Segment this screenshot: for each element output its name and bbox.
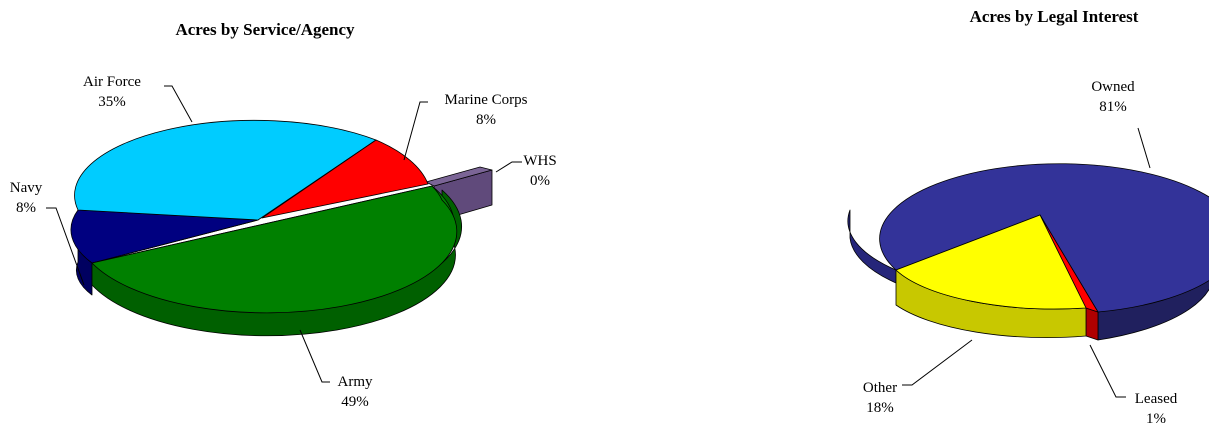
leader-air-force [164,85,193,123]
leader-navy [46,207,85,286]
leader-owned [1137,127,1151,169]
slice-label-navy: Navy [10,180,43,196]
pie-slice-army [91,185,462,337]
slice-label-whs: WHS [523,153,556,169]
slice-value-air-force: 35% [98,94,126,110]
leader-other [902,339,973,386]
slice-label-leased: Leased [1135,391,1178,407]
chart-title-legal: Acres by Legal Interest [970,7,1139,26]
pie-slice-air-force [74,119,377,221]
leader-leased [1089,344,1126,398]
pie-slice-owned [847,163,1209,341]
pie-legal-interest: Owned 81% Other 18% Leased 1% [847,79,1209,427]
slice-value-marine-corps: 8% [476,112,496,128]
slice-label-marine-corps: Marine Corps [445,92,528,108]
leader-army [299,329,330,383]
leader-whs [495,161,522,173]
slice-label-army: Army [338,374,373,390]
slice-label-other: Other [863,380,897,396]
slice-label-air-force: Air Force [83,74,141,90]
slice-value-army: 49% [341,394,369,410]
pie-slice-marine-corps [261,139,429,219]
leader-marine-corps [403,101,428,161]
slice-value-owned: 81% [1099,99,1127,115]
slice-value-navy: 8% [16,200,36,216]
chart-title-service: Acres by Service/Agency [175,20,355,39]
slice-label-owned: Owned [1091,79,1135,95]
slice-value-whs: 0% [530,173,550,189]
slice-value-other: 18% [866,400,894,416]
pie-service-agency: Air Force 35% Marine Corps 8% WHS 0% Nav… [10,74,557,410]
slice-value-leased: 1% [1146,411,1166,427]
pie-slice-other [895,214,1087,338]
